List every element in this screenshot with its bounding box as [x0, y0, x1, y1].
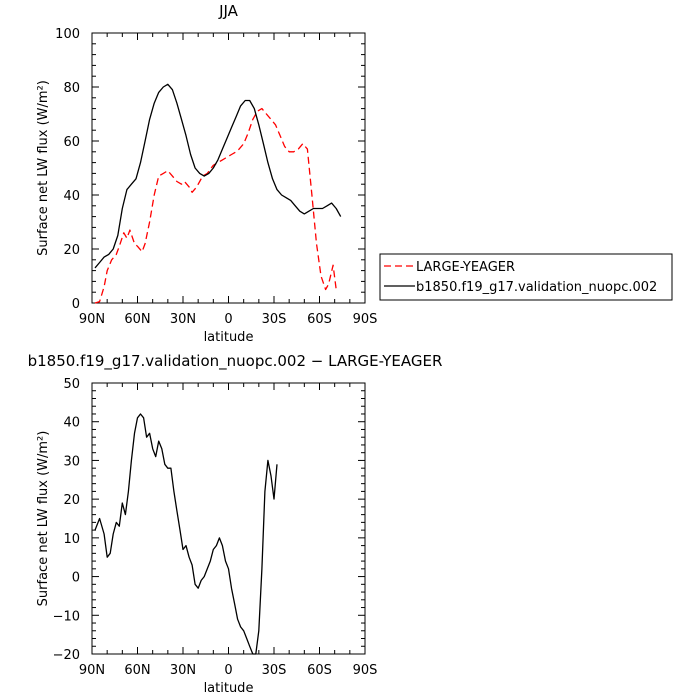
series-line-1	[94, 413, 278, 655]
x-tick-label: 30N	[170, 663, 196, 678]
x-tick-label: 0	[224, 663, 232, 678]
chart-title: JJA	[218, 2, 239, 20]
legend-label: LARGE-YEAGER	[416, 260, 515, 275]
x-tick-label: 30S	[262, 663, 287, 678]
x-tick-label: 90S	[353, 312, 378, 327]
x-axis-label: latitude	[204, 681, 254, 696]
x-tick-label: 60N	[124, 312, 150, 327]
x-tick-label: 90S	[353, 663, 378, 678]
plot-frame	[91, 32, 366, 304]
x-tick-label: 30S	[262, 312, 287, 327]
y-tick-label: 100	[55, 27, 80, 42]
x-tick-label: 60N	[124, 663, 150, 678]
y-tick-label: 20	[63, 493, 80, 508]
chart-1: JJA 90N 60N 30N 0 30S 60S 90S 0 20 40 60 80 100 latitu…	[36, 2, 673, 345]
y-tick-label: 60	[63, 135, 80, 150]
legend: LARGE-YEAGER b1850.f19_g17.validation_nuo…	[379, 253, 673, 301]
y-tick-label: 20	[63, 243, 80, 258]
legend-label: b1850.f19_g17.validation_nuopc.002	[416, 280, 657, 295]
x-tick-label: 90N	[79, 312, 105, 327]
x-tick-label: 60S	[307, 312, 332, 327]
x-axis-label: latitude	[204, 330, 254, 345]
chart-2: b1850.f19_g17.validation_nuopc.002 − LAR…	[28, 352, 443, 696]
y-axis-label: Surface net LW flux (W/m²)	[36, 80, 51, 256]
y-tick-label: 10	[63, 532, 80, 547]
y-tick-label: −20	[53, 648, 80, 663]
y-tick-label: 0	[72, 571, 80, 586]
x-tick-label: 0	[224, 312, 232, 327]
plot-frame	[91, 382, 366, 655]
y-tick-label: 50	[63, 377, 80, 392]
y-tick-label: 40	[63, 189, 80, 204]
y-tick-label: 40	[63, 416, 80, 431]
y-tick-label: 30	[63, 454, 80, 469]
series-line-2	[94, 83, 342, 269]
x-tick-label: 90N	[79, 663, 105, 678]
y-axis-label: Surface net LW flux (W/m²)	[36, 431, 51, 607]
y-tick-label: 0	[72, 297, 80, 312]
x-tick-label: 60S	[307, 663, 332, 678]
series-line-1	[94, 107, 337, 304]
y-tick-label: −10	[53, 609, 80, 624]
legend-box	[379, 253, 673, 301]
chart-title: b1850.f19_g17.validation_nuopc.002 − LAR…	[28, 352, 443, 371]
x-tick-label: 30N	[170, 312, 196, 327]
y-tick-label: 80	[63, 81, 80, 96]
